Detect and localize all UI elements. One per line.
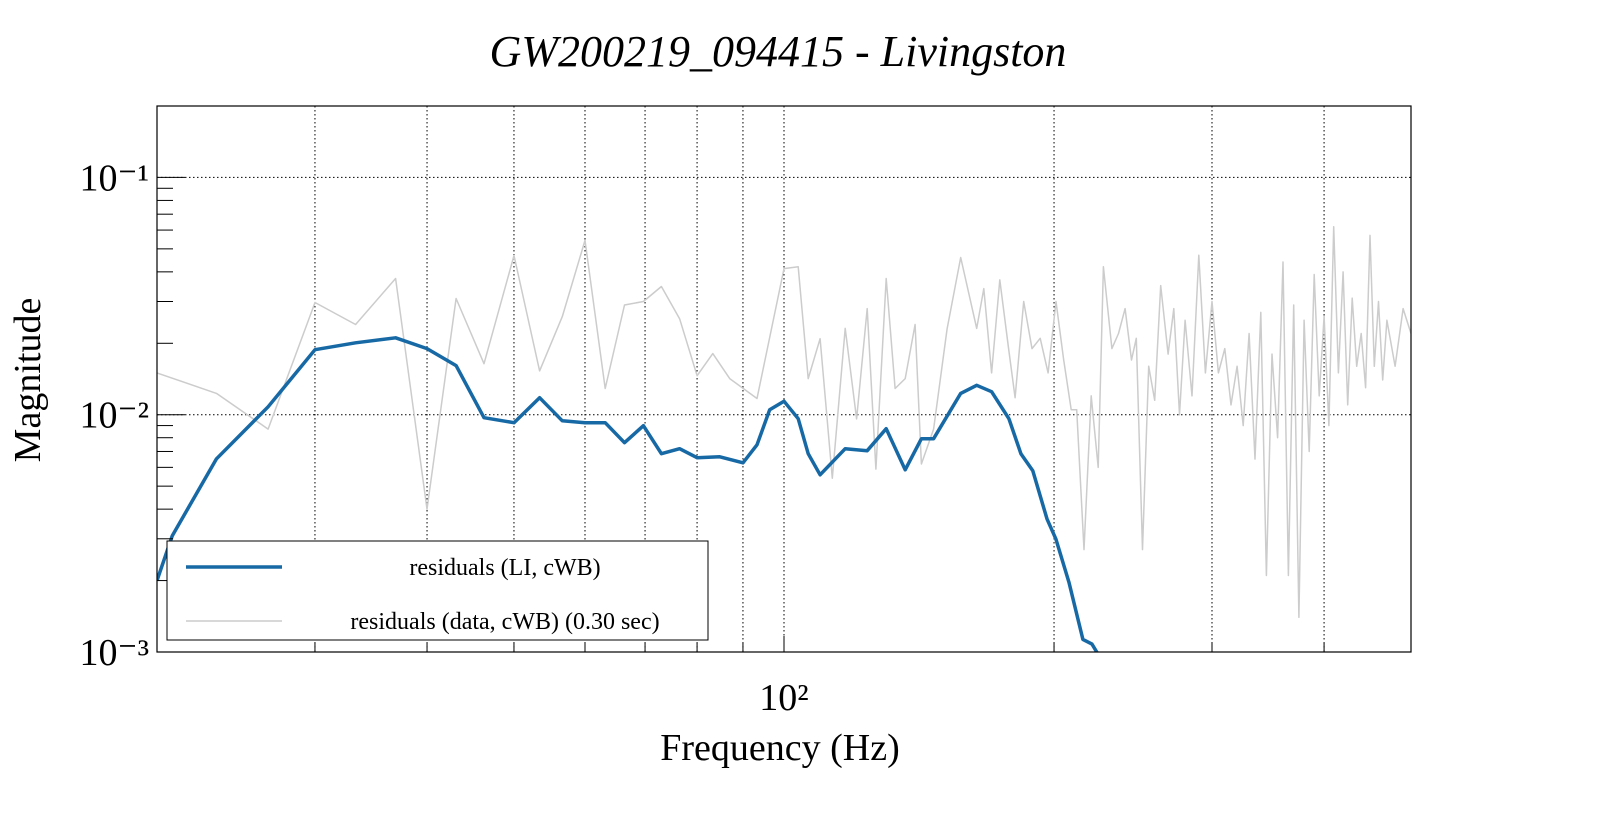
x-tick-label: 10² [759,677,808,719]
data-line [157,336,1099,652]
data-line [157,225,1411,619]
legend-label: residuals (LI, cWB) [409,555,600,581]
x-axis-label: Frequency (Hz) [660,727,900,769]
y-tick-label: 10⁻¹ [80,157,149,199]
legend-label: residuals (data, cWB) (0.30 sec) [350,609,659,635]
y-tick-label: 10⁻³ [80,632,149,674]
legend-box [166,540,709,641]
legend: residuals (LI, cWB) residuals (data, cWB)… [166,540,709,641]
chart-title: GW200219_094415 - Livingston [490,27,1067,76]
grid [157,106,1411,652]
y-axis-label: Magnitude [7,298,49,463]
plot-lines [157,225,1411,652]
ticks: 10⁻³ 10⁻² 10⁻¹ 10² [80,105,1325,719]
y-tick-label: 10⁻² [80,395,149,437]
